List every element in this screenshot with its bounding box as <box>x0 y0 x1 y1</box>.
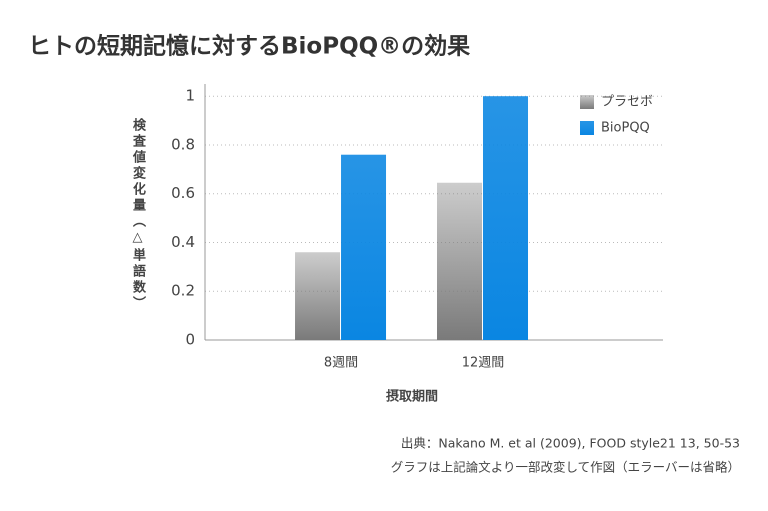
bar <box>341 154 387 340</box>
y-tick-label: 1 <box>185 87 195 105</box>
bar <box>483 96 529 340</box>
x-axis-label: 摂取期間 <box>386 389 438 405</box>
y-tick-label: 0.8 <box>171 135 195 153</box>
bar <box>295 252 341 340</box>
x-tick-label: 8週間 <box>324 356 358 371</box>
note: グラフは上記論文より一部改変して作図（エラーバーは省略） <box>391 460 740 475</box>
chart-title: ヒトの短期記憶に対するBioPQQ®の効果 <box>28 33 470 60</box>
y-axis-label: 検査値変化量（△単語数） <box>130 118 145 312</box>
y-tick-label: 0 <box>185 331 195 349</box>
source: 出典：Nakano M. et al (2009), FOOD style21 … <box>401 436 740 451</box>
legend-label: プラセボ <box>601 95 653 110</box>
bar <box>437 182 483 340</box>
legend-label: BioPQQ <box>601 121 650 136</box>
legend-swatch <box>580 121 594 135</box>
y-tick-label: 0.6 <box>171 184 195 202</box>
y-tick-label: 0.4 <box>171 233 195 251</box>
y-tick-label: 0.2 <box>171 282 195 300</box>
legend-swatch <box>580 95 594 109</box>
x-tick-label: 12週間 <box>462 356 505 371</box>
